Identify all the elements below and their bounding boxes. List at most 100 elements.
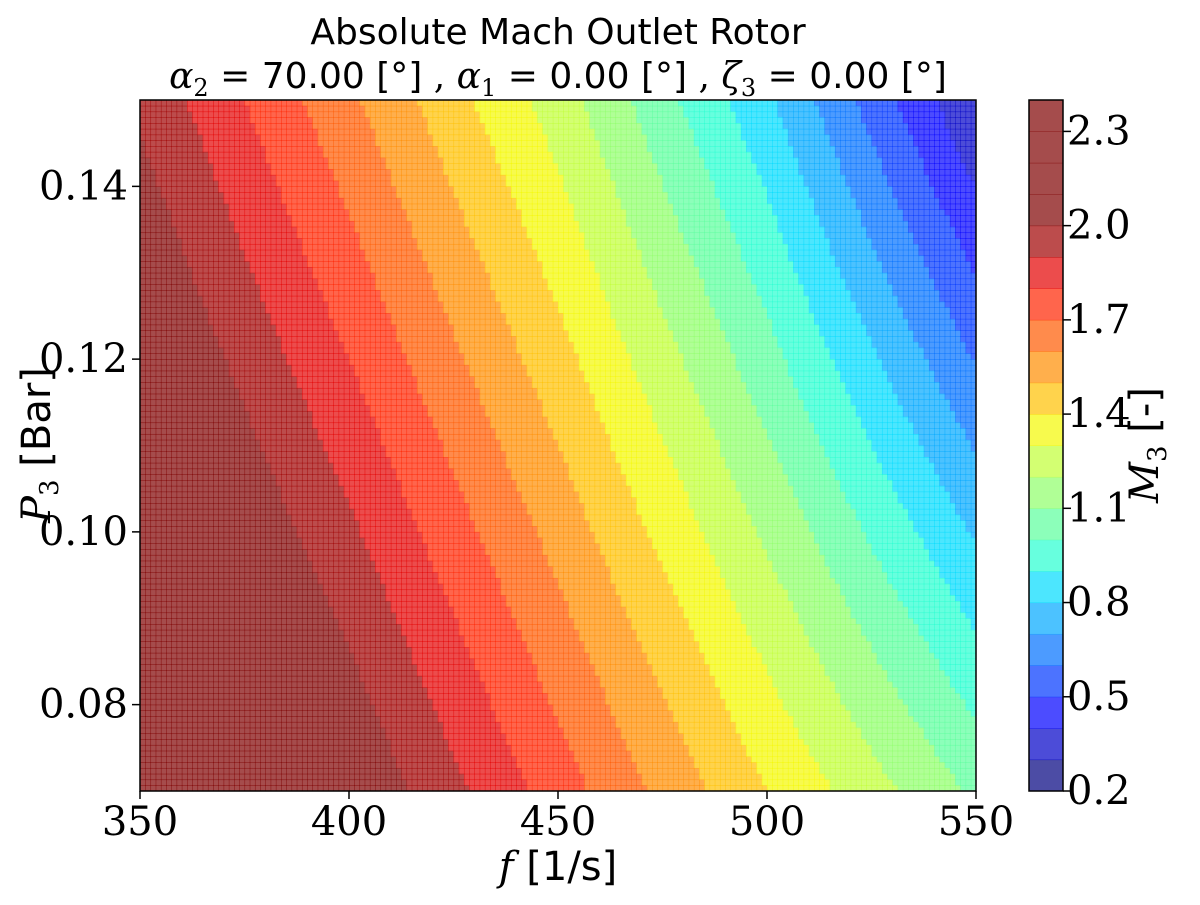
contour-cell [275, 370, 282, 377]
contour-cell [228, 105, 235, 113]
contour-cell [328, 146, 334, 153]
contour-cell [192, 468, 199, 475]
contour-cell [254, 290, 261, 297]
contour-cell [296, 220, 303, 228]
contour-cell [301, 128, 308, 136]
contour-cell [155, 698, 162, 706]
contour-cell [160, 618, 167, 625]
contour-cell [296, 318, 303, 326]
contour-cell [260, 566, 266, 573]
contour-cell [249, 134, 256, 141]
contour-cell [145, 382, 152, 389]
contour-cell [234, 439, 240, 447]
contour-cell [322, 767, 329, 775]
contour-cell [343, 151, 350, 159]
contour-cell [150, 295, 157, 303]
contour-cell [166, 290, 172, 297]
contour-cell [333, 514, 340, 521]
contour-cell [322, 197, 329, 205]
contour-cell [140, 370, 146, 377]
contour-cell [338, 399, 345, 406]
contour-cell [322, 710, 329, 717]
contour-cell [197, 658, 204, 665]
contour-cell [187, 445, 193, 452]
contour-cell [265, 180, 272, 187]
contour-cell [254, 687, 261, 694]
contour-cell [145, 290, 152, 297]
contour-cell [160, 140, 167, 147]
contour-cell [296, 266, 303, 274]
contour-cell [171, 485, 178, 493]
contour-cell [218, 554, 225, 562]
contour-cell [354, 100, 361, 107]
contour-cell [281, 750, 287, 758]
contour-cell [333, 491, 340, 498]
contour-cell [228, 716, 235, 723]
contour-cell [301, 307, 308, 314]
contour-cell [349, 457, 355, 464]
contour-cell [192, 359, 199, 366]
contour-cell [270, 675, 277, 683]
contour-cell [349, 641, 355, 648]
contour-cell [150, 318, 157, 326]
contour-cell [228, 186, 235, 193]
contour-cell [281, 238, 287, 245]
contour-cell [145, 105, 152, 113]
contour-cell [270, 543, 277, 550]
contour-cell [328, 468, 334, 475]
contour-cell [140, 203, 146, 211]
contour-cell [207, 739, 214, 746]
contour-cell [202, 583, 209, 591]
contour-cell [223, 307, 230, 314]
contour-cell [328, 428, 334, 435]
contour-cell [291, 681, 298, 688]
contour-cell [197, 140, 204, 147]
contour-cell [140, 698, 146, 706]
contour-cell [322, 180, 329, 187]
contour-cell [160, 491, 167, 498]
contour-cell [187, 739, 193, 746]
contour-cell [301, 721, 308, 729]
contour-cell [317, 577, 324, 585]
contour-cell [286, 445, 293, 452]
contour-cell [171, 428, 178, 435]
contour-cell [171, 215, 178, 222]
contour-cell [145, 543, 152, 550]
contour-cell [197, 624, 204, 631]
contour-cell [207, 710, 214, 717]
contour-cell [343, 422, 350, 429]
contour-cell [197, 457, 204, 464]
contour-cell [338, 249, 345, 257]
contour-cell [281, 549, 287, 556]
contour-cell [155, 353, 162, 360]
contour-cell [322, 324, 329, 331]
contour-cell [307, 698, 314, 706]
contour-cell [254, 364, 261, 372]
contour-cell [291, 474, 298, 481]
contour-cell [338, 514, 345, 521]
contour-cell [333, 428, 340, 435]
contour-cell [155, 387, 162, 395]
contour-cell [150, 399, 157, 406]
contour-cell [140, 652, 146, 660]
contour-cell [218, 566, 225, 573]
contour-cell [265, 520, 272, 527]
contour-cell [192, 537, 199, 544]
contour-cell [281, 215, 287, 222]
contour-cell [270, 652, 277, 660]
contour-cell [207, 641, 214, 648]
contour-cell [328, 451, 334, 458]
contour-cell [286, 140, 293, 147]
contour-cell [150, 180, 157, 187]
contour-cell [213, 468, 219, 475]
contour-cell [338, 266, 345, 274]
contour-cell [265, 652, 272, 660]
contour-cell [328, 543, 334, 550]
contour-cell [176, 554, 183, 562]
contour-cell [218, 520, 225, 527]
contour-cell [166, 543, 172, 550]
contour-cell [171, 462, 178, 470]
contour-cell [349, 733, 355, 740]
contour-cell [249, 226, 256, 234]
contour-cell [307, 589, 314, 596]
